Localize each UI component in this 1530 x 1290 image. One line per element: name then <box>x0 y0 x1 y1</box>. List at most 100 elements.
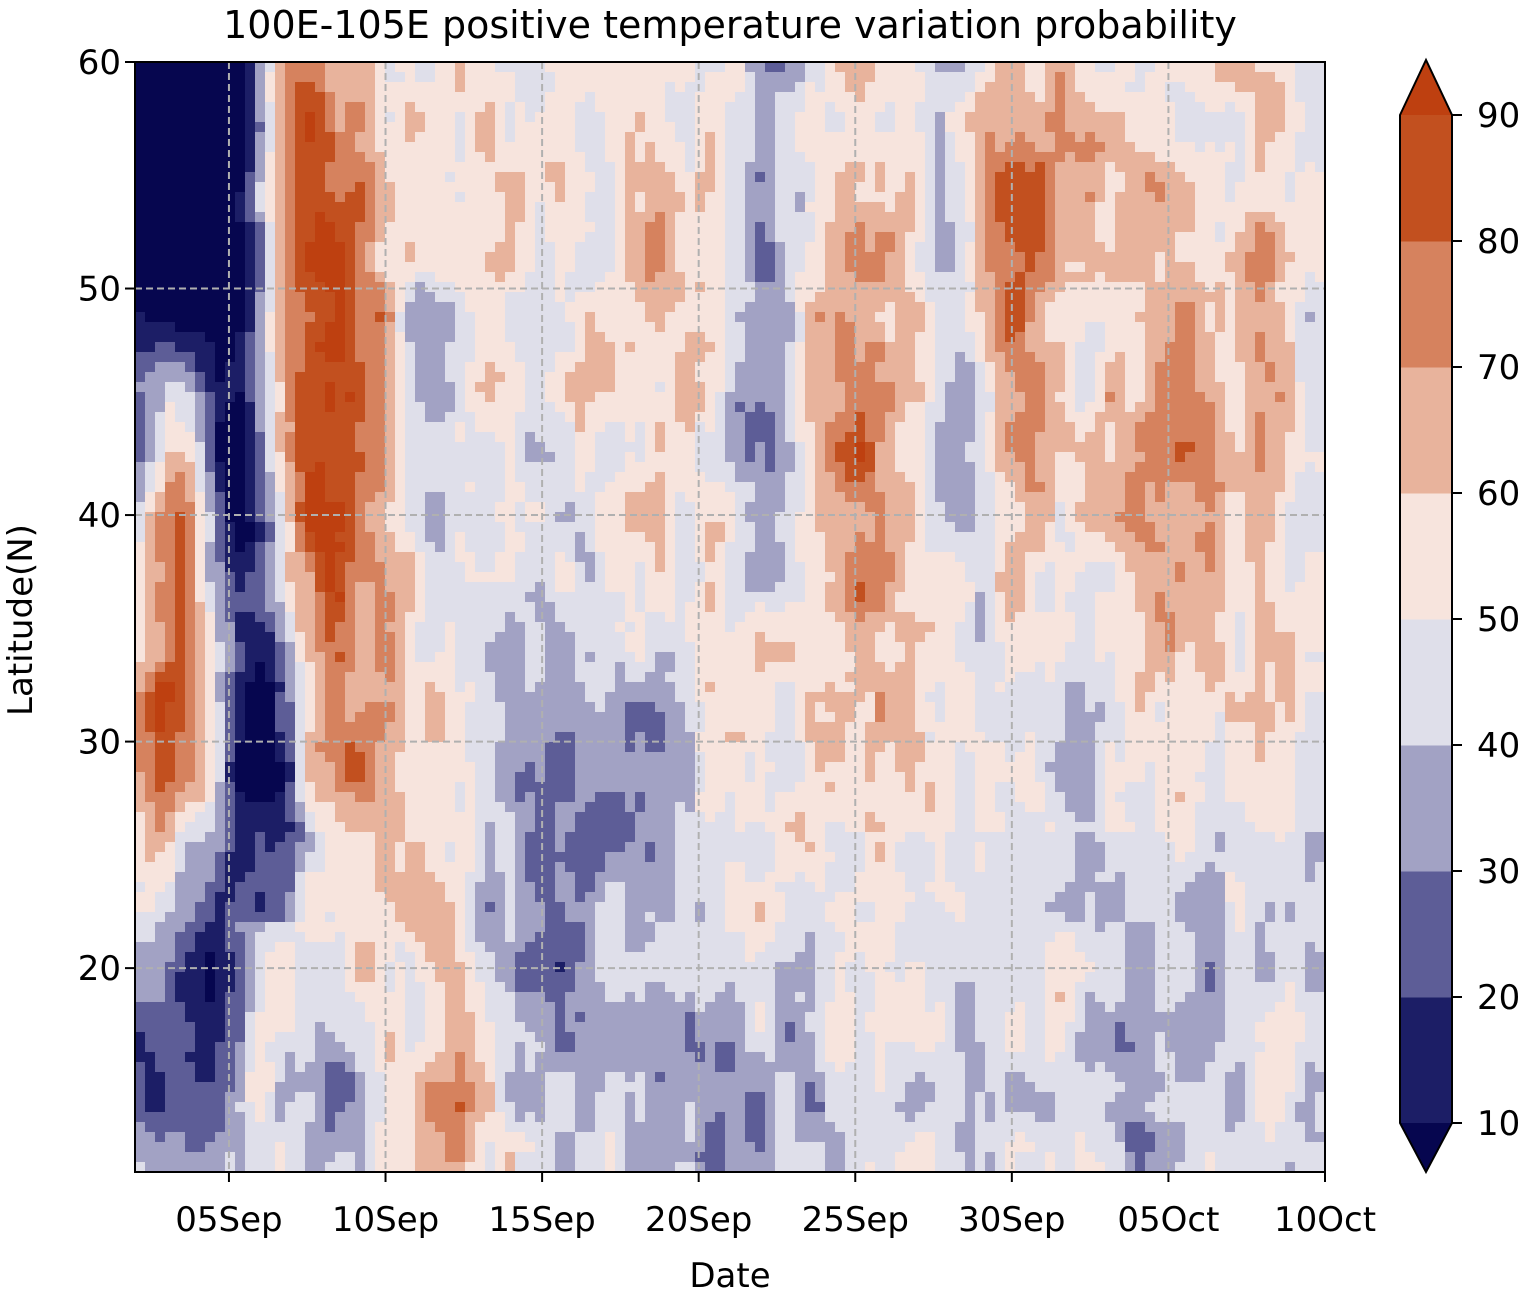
contour-cell <box>505 302 516 313</box>
contour-cell <box>495 62 506 73</box>
contour-cell <box>1125 432 1136 443</box>
contour-cell <box>985 212 996 223</box>
contour-cell <box>535 352 546 363</box>
contour-cell <box>1005 122 1016 133</box>
contour-cell <box>1055 342 1066 353</box>
contour-cell <box>765 392 776 403</box>
contour-cell <box>605 172 616 183</box>
contour-cell <box>1125 402 1136 413</box>
contour-cell <box>1235 102 1246 113</box>
contour-cell <box>1125 282 1136 293</box>
contour-cell <box>1185 462 1196 473</box>
contour-cell <box>995 472 1006 483</box>
contour-cell <box>1125 312 1136 323</box>
contour-cell <box>1075 362 1086 373</box>
contour-cell <box>925 332 936 343</box>
contour-cell <box>1195 382 1206 393</box>
contour-cell <box>795 332 806 343</box>
contour-cell <box>435 192 446 203</box>
contour-cell <box>1255 452 1266 463</box>
contour-cell <box>205 162 216 173</box>
contour-cell <box>1055 282 1066 293</box>
contour-cell <box>1145 272 1156 283</box>
contour-cell <box>135 352 146 363</box>
contour-cell <box>665 122 676 133</box>
contour-cell <box>1305 272 1316 283</box>
contour-cell <box>1165 282 1176 293</box>
contour-cell <box>1265 112 1276 123</box>
contour-cell <box>235 222 246 233</box>
contour-cell <box>585 102 596 113</box>
contour-cell <box>575 72 586 83</box>
contour-cell <box>725 192 736 203</box>
contour-cell <box>865 442 876 453</box>
contour-cell <box>195 172 206 183</box>
contour-cell <box>835 442 846 453</box>
contour-cell <box>925 442 936 453</box>
contour-cell <box>695 372 706 383</box>
contour-cell <box>865 162 876 173</box>
contour-cell <box>1295 402 1306 413</box>
contour-cell <box>295 72 306 83</box>
contour-cell <box>765 292 776 303</box>
contour-cell <box>755 92 766 103</box>
contour-cell <box>195 392 206 403</box>
contour-cell <box>945 272 956 283</box>
contour-cell <box>945 132 956 143</box>
contour-cell <box>285 102 296 113</box>
contour-cell <box>255 202 266 213</box>
contour-cell <box>1005 382 1016 393</box>
contour-cell <box>1125 252 1136 263</box>
contour-cell <box>275 412 286 423</box>
contour-cell <box>775 292 786 303</box>
contour-cell <box>505 312 516 323</box>
contour-cell <box>895 82 906 93</box>
contour-cell <box>825 412 836 423</box>
contour-cell <box>1095 262 1106 273</box>
contour-cell <box>955 462 966 473</box>
contour-cell <box>735 312 746 323</box>
contour-cell <box>645 332 656 343</box>
contour-cell <box>495 222 506 233</box>
contour-cell <box>505 462 516 473</box>
contour-cell <box>555 452 566 463</box>
contour-cell <box>205 102 216 113</box>
contour-cell <box>765 192 776 203</box>
contour-cell <box>735 362 746 373</box>
contour-cell <box>805 322 816 333</box>
contour-cell <box>755 272 766 283</box>
contour-cell <box>1115 162 1126 173</box>
contour-cell <box>815 412 826 423</box>
contour-cell <box>1205 252 1216 263</box>
contour-cell <box>275 392 286 403</box>
contour-cell <box>835 82 846 93</box>
contour-cell <box>235 62 246 73</box>
contour-cell <box>715 262 726 273</box>
contour-cell <box>1065 292 1076 303</box>
contour-cell <box>275 112 286 123</box>
contour-cell <box>965 112 976 123</box>
contour-cell <box>545 132 556 143</box>
contour-cell <box>835 322 846 333</box>
contour-cell <box>1055 352 1066 363</box>
contour-cell <box>345 372 356 383</box>
contour-cell <box>885 412 896 423</box>
contour-cell <box>1235 382 1246 393</box>
contour-cell <box>385 142 396 153</box>
contour-cell <box>835 392 846 403</box>
contour-cell <box>1145 142 1156 153</box>
contour-cell <box>845 462 856 473</box>
contour-cell <box>635 252 646 263</box>
contour-cell <box>1185 292 1196 303</box>
contour-cell <box>895 152 906 163</box>
contour-cell <box>955 372 966 383</box>
contour-cell <box>845 252 856 263</box>
contour-cell <box>1245 172 1256 183</box>
contour-cell <box>545 192 556 203</box>
contour-cell <box>165 362 176 373</box>
contour-cell <box>855 312 866 323</box>
contour-cell <box>1215 322 1226 333</box>
contour-cell <box>255 182 266 193</box>
contour-cell <box>1065 272 1076 283</box>
contour-cell <box>795 422 806 433</box>
